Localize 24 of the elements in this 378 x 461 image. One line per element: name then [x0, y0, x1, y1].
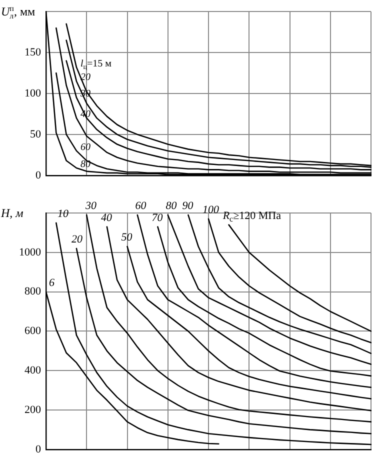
series-label: 30 [84, 200, 97, 212]
series-label: 60 [80, 142, 90, 153]
y-tick-label: 1000 [19, 246, 42, 258]
series-label: 100 [202, 204, 220, 216]
series-label: 60 [135, 200, 147, 212]
y-tick-label: 800 [24, 286, 42, 298]
series-label: 80 [80, 159, 90, 170]
series-label: 20 [72, 233, 83, 246]
series-label: 50 [121, 231, 133, 244]
y-tick-label: 100 [24, 87, 42, 100]
series-label: 80 [166, 200, 178, 212]
series-label: 40 [100, 212, 112, 224]
y-tick-label: 600 [24, 325, 42, 338]
y-tick-label: 400 [24, 364, 42, 376]
y-axis-title: H, м [0, 206, 24, 220]
y-tick-label: 200 [24, 404, 42, 416]
y-tick-label: 0 [36, 443, 42, 456]
series-label: 10 [58, 208, 69, 220]
y-tick-label: 50 [30, 128, 42, 140]
series-label: 70 [152, 212, 164, 224]
y-tick-label: 150 [24, 46, 42, 58]
y-tick-label: 0 [36, 169, 42, 182]
series-label: 90 [182, 200, 194, 212]
series-label: 6 [49, 276, 55, 289]
